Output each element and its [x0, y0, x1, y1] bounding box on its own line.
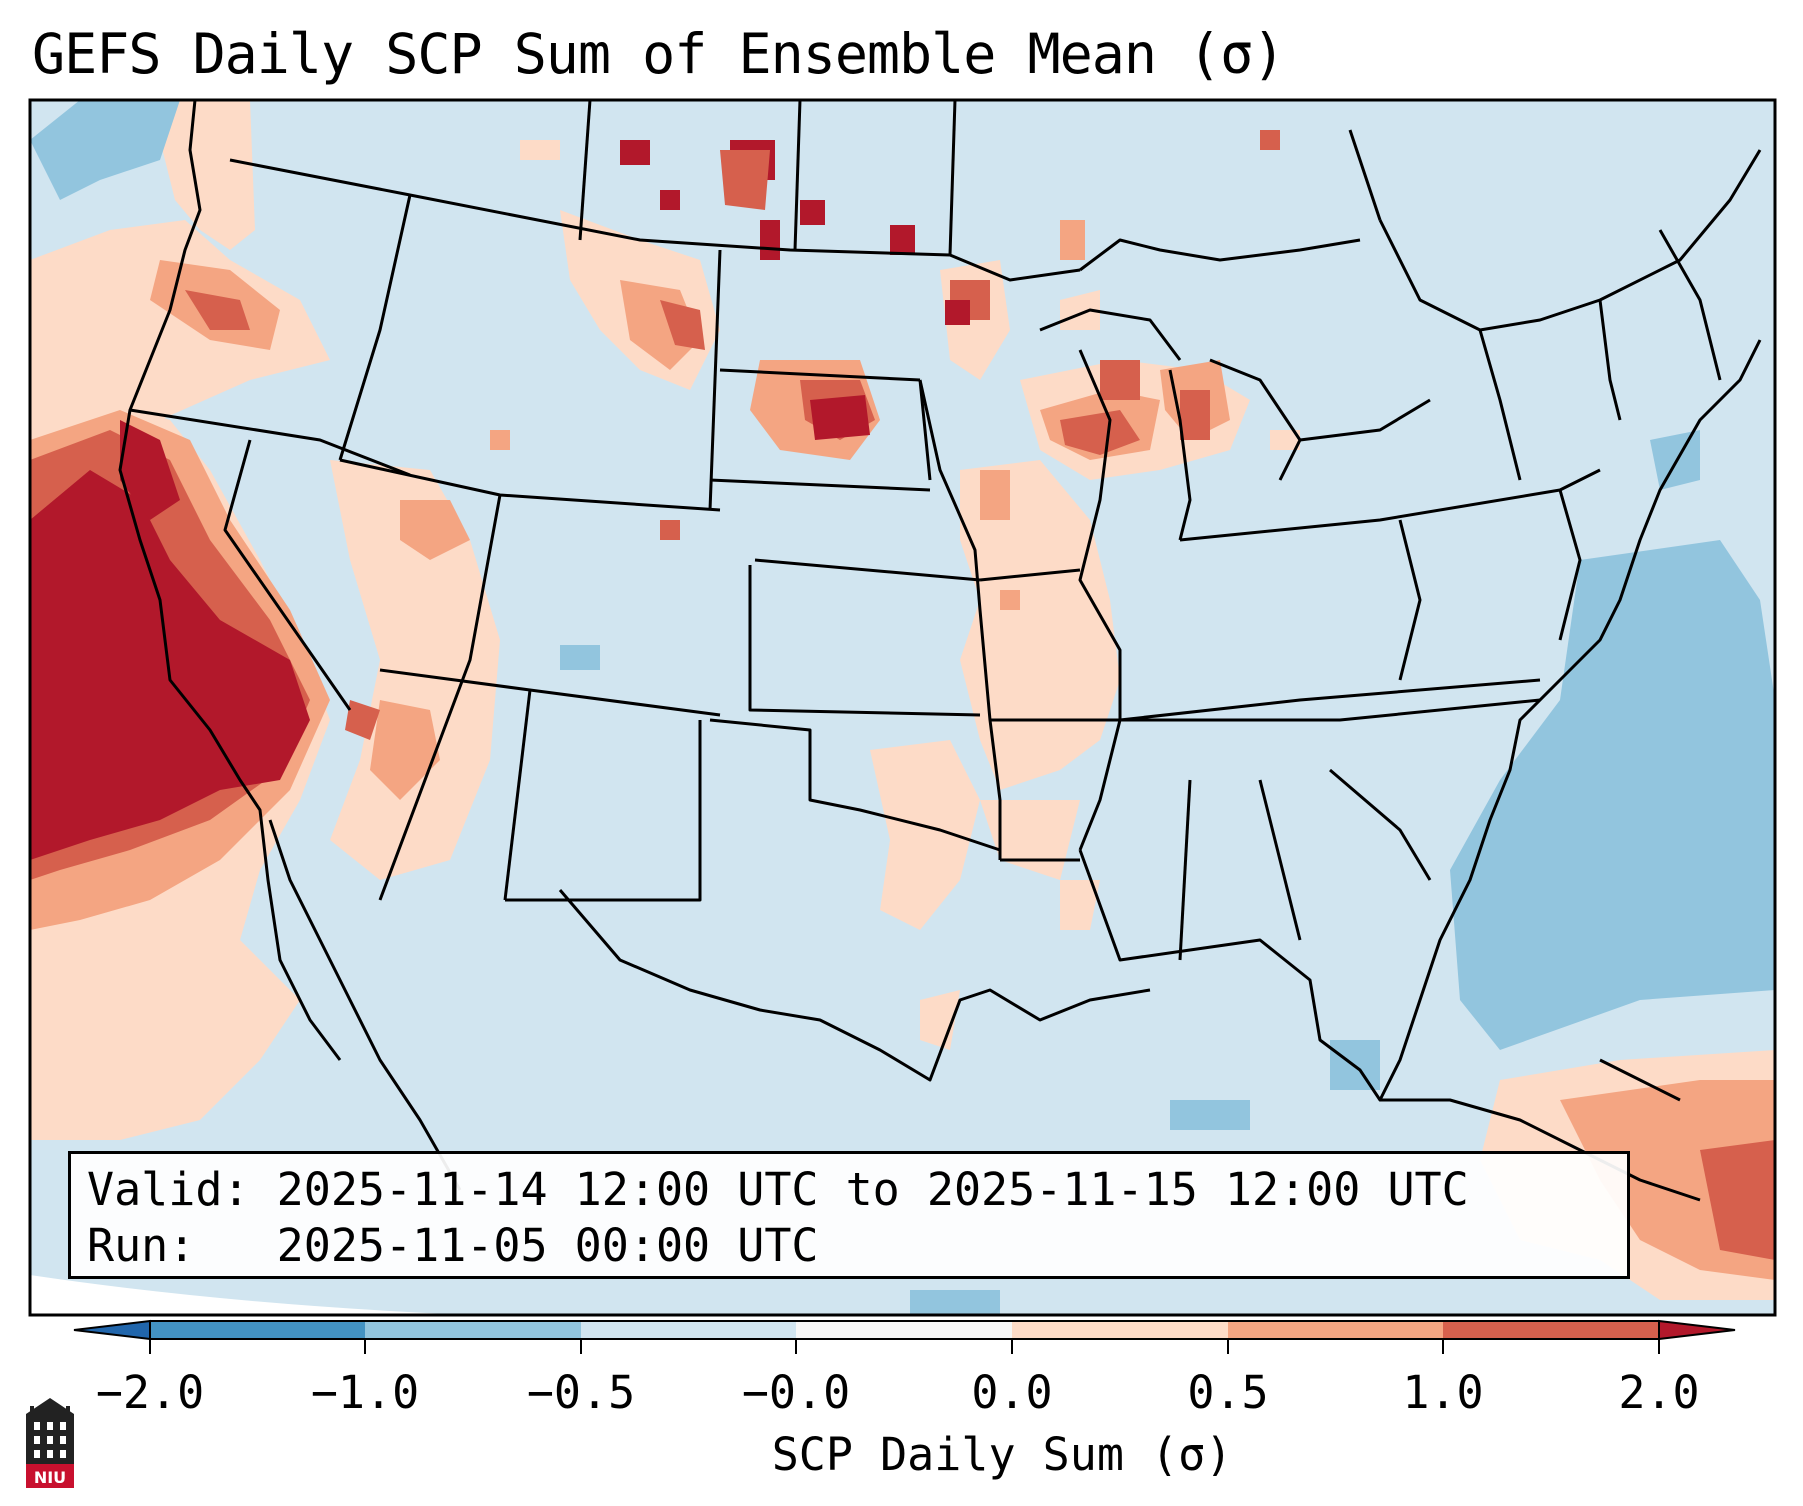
colorbar-bin-2 [365, 1321, 581, 1339]
colorbar-tick-label: 0.5 [1187, 1366, 1269, 1419]
run-time: 2025-11-05 00:00 UTC [276, 1219, 819, 1272]
colorbar-bin-4 [796, 1321, 1012, 1339]
colorbar-extend-high [1658, 1319, 1736, 1341]
colorbar-tick-label: −2.0 [95, 1366, 205, 1419]
colorbar-tick-label: −0.0 [741, 1366, 851, 1419]
map-frame [28, 98, 1777, 1317]
valid-time: 2025-11-14 12:00 UTC to 2025-11-15 12:00… [276, 1163, 1469, 1216]
colorbar-bin-7 [1443, 1321, 1659, 1339]
colorbar-tick-label: 1.0 [1402, 1366, 1484, 1419]
atlantic-negative-area [1450, 540, 1775, 1050]
colorbar-bin-3 [581, 1321, 796, 1339]
colorbar [73, 1319, 1736, 1354]
niu-building-logo-icon: NIU [26, 1398, 74, 1488]
valid-label: Valid: [87, 1163, 250, 1216]
logo-text: NIU [34, 1468, 66, 1487]
colorbar-extend-low [73, 1319, 151, 1341]
pacific-negative-area [30, 100, 180, 200]
california-max-area [30, 470, 310, 860]
colorbar-tick-label: −0.5 [526, 1366, 636, 1419]
colorbar-label: SCP Daily Sum (σ) [771, 1428, 1233, 1481]
colorbar-tick-label: 0.0 [971, 1366, 1053, 1419]
colorbar-tick-label: 2.0 [1618, 1366, 1700, 1419]
map-boundaries [118, 100, 1762, 1202]
colorbar-tick-label: −1.0 [310, 1366, 420, 1419]
colorbar-bin-1 [150, 1321, 365, 1339]
colorbar-bin-6 [1228, 1321, 1443, 1339]
run-label: Run: [87, 1219, 196, 1272]
valid-run-info-box: Valid: 2025-11-14 12:00 UTC to 2025-11-1… [68, 1151, 1630, 1279]
colorbar-bin-5 [1012, 1321, 1228, 1339]
chart-title: GEFS Daily SCP Sum of Ensemble Mean (σ) [32, 22, 1285, 86]
